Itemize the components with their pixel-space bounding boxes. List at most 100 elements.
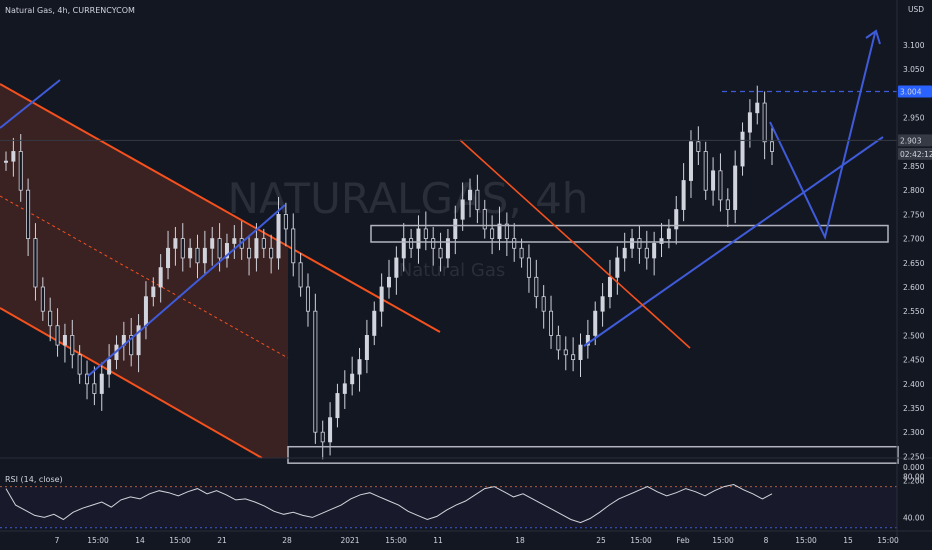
candle-body — [755, 102, 760, 114]
channel-fill — [0, 84, 288, 458]
time-tick-label: 7 — [55, 536, 60, 545]
watermark-title: NATURALGAS, 4h — [228, 174, 589, 223]
symbol-header[interactable]: Natural Gas, 4h, CURRENCYCOM — [5, 6, 135, 15]
candle-body — [180, 238, 185, 259]
rsi-label[interactable]: RSI (14, close) — [5, 475, 63, 484]
candle-body — [637, 238, 642, 249]
candle-body — [593, 310, 598, 336]
candle-body — [26, 189, 31, 239]
candle-body — [166, 247, 171, 269]
time-tick-label: 15:00 — [169, 536, 191, 545]
price-badge-2 — [898, 134, 932, 147]
candle-body — [188, 247, 193, 259]
candle-body — [401, 238, 406, 259]
candle-body — [733, 165, 738, 210]
candle-body — [269, 247, 274, 259]
price-tick-label: 2.400 — [903, 380, 925, 389]
candle-body — [394, 257, 399, 278]
candle-body — [202, 247, 207, 264]
candle-body — [652, 243, 657, 259]
price-tick-label: 2.800 — [903, 186, 925, 195]
candle-body — [578, 344, 583, 360]
rsi-tick-label: 80.00 — [903, 472, 925, 481]
rsi-band — [0, 486, 897, 528]
blue-trendline-1 — [0, 79, 61, 129]
candle-body — [747, 112, 752, 133]
candle-body — [92, 383, 97, 394]
candle-body — [431, 238, 436, 249]
candle-body — [416, 228, 421, 249]
price-tick-label: 2.500 — [903, 331, 925, 340]
candle-body — [409, 238, 414, 249]
candle-body — [460, 199, 465, 220]
price-axis[interactable]: 3.1003.0503.0002.9502.9002.8502.8002.750… — [896, 0, 925, 538]
candle-body — [224, 243, 229, 259]
price-tick-label: 2.650 — [903, 259, 925, 268]
candle-body — [99, 373, 104, 394]
time-axis[interactable]: 7 15:00 14 15:00 21 28 2021 15:00 11 18 25 15:00 Feb… — [0, 530, 932, 545]
candle-body — [585, 334, 590, 346]
price-tick-label: 2.700 — [903, 235, 925, 244]
candle-body — [725, 199, 730, 210]
candle-body — [681, 180, 686, 210]
candle-body — [143, 296, 148, 327]
support-resistance-zones[interactable] — [287, 224, 899, 464]
candle-body — [630, 238, 635, 249]
candle-body — [254, 238, 259, 259]
candle-body — [276, 213, 281, 259]
candle-body — [195, 247, 200, 264]
candle-body — [438, 247, 443, 259]
watermark-subtitle: Natural Gas — [399, 260, 505, 281]
rsi-pane — [0, 457, 932, 529]
candle-body — [151, 286, 156, 298]
price-badge-3 — [898, 147, 932, 160]
candle-body — [512, 238, 517, 249]
candle-body — [696, 141, 701, 152]
candle-body — [357, 359, 362, 375]
candle-body — [350, 373, 355, 385]
time-tick-label: 8 — [764, 536, 769, 545]
price-tick-label: 3.100 — [903, 41, 925, 50]
time-tick-label: 25 — [596, 536, 606, 545]
time-tick-label: 15:00 — [385, 536, 407, 545]
candle-body — [571, 354, 576, 361]
time-tick-label: 11 — [433, 536, 443, 545]
regression-channel — [0, 83, 441, 459]
candle-body — [313, 310, 318, 433]
price-badges: 3.004 2.903 02:42:12 — [898, 85, 932, 160]
candle-body — [217, 238, 222, 259]
candle-body — [541, 296, 546, 312]
time-tick-label: 18 — [515, 536, 525, 545]
candle-body — [379, 286, 384, 312]
time-tick-label: 21 — [217, 536, 227, 545]
price-tick-label: 2.550 — [903, 307, 925, 316]
candle-body — [534, 276, 539, 298]
candle-body — [328, 417, 333, 443]
candle-body — [386, 276, 391, 288]
candle-body — [504, 223, 509, 240]
time-tick-label: 15:00 — [87, 536, 109, 545]
candle-body — [607, 276, 612, 298]
candle-body — [320, 431, 325, 443]
candle-body — [445, 238, 450, 259]
candles — [4, 85, 775, 460]
candle-body — [526, 257, 531, 278]
candle-body — [740, 131, 745, 167]
candle-body — [261, 238, 266, 249]
trend-lines[interactable] — [0, 29, 884, 377]
candle-body — [556, 334, 561, 351]
candle-body — [364, 334, 369, 360]
price-badge-label: 3.004 — [900, 87, 922, 96]
candle-body — [519, 247, 524, 259]
candle-body — [129, 334, 134, 356]
candle-body — [674, 209, 679, 230]
projection-path — [769, 32, 876, 240]
candle-body — [372, 310, 377, 336]
price-badge-1 — [898, 85, 932, 98]
time-tick-label: 2021 — [340, 536, 359, 545]
time-tick-label: 28 — [282, 536, 292, 545]
candle-body — [11, 151, 16, 162]
zone-box-2 — [287, 445, 899, 464]
